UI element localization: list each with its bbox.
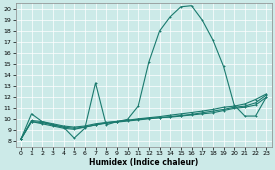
X-axis label: Humidex (Indice chaleur): Humidex (Indice chaleur) [89, 158, 198, 167]
